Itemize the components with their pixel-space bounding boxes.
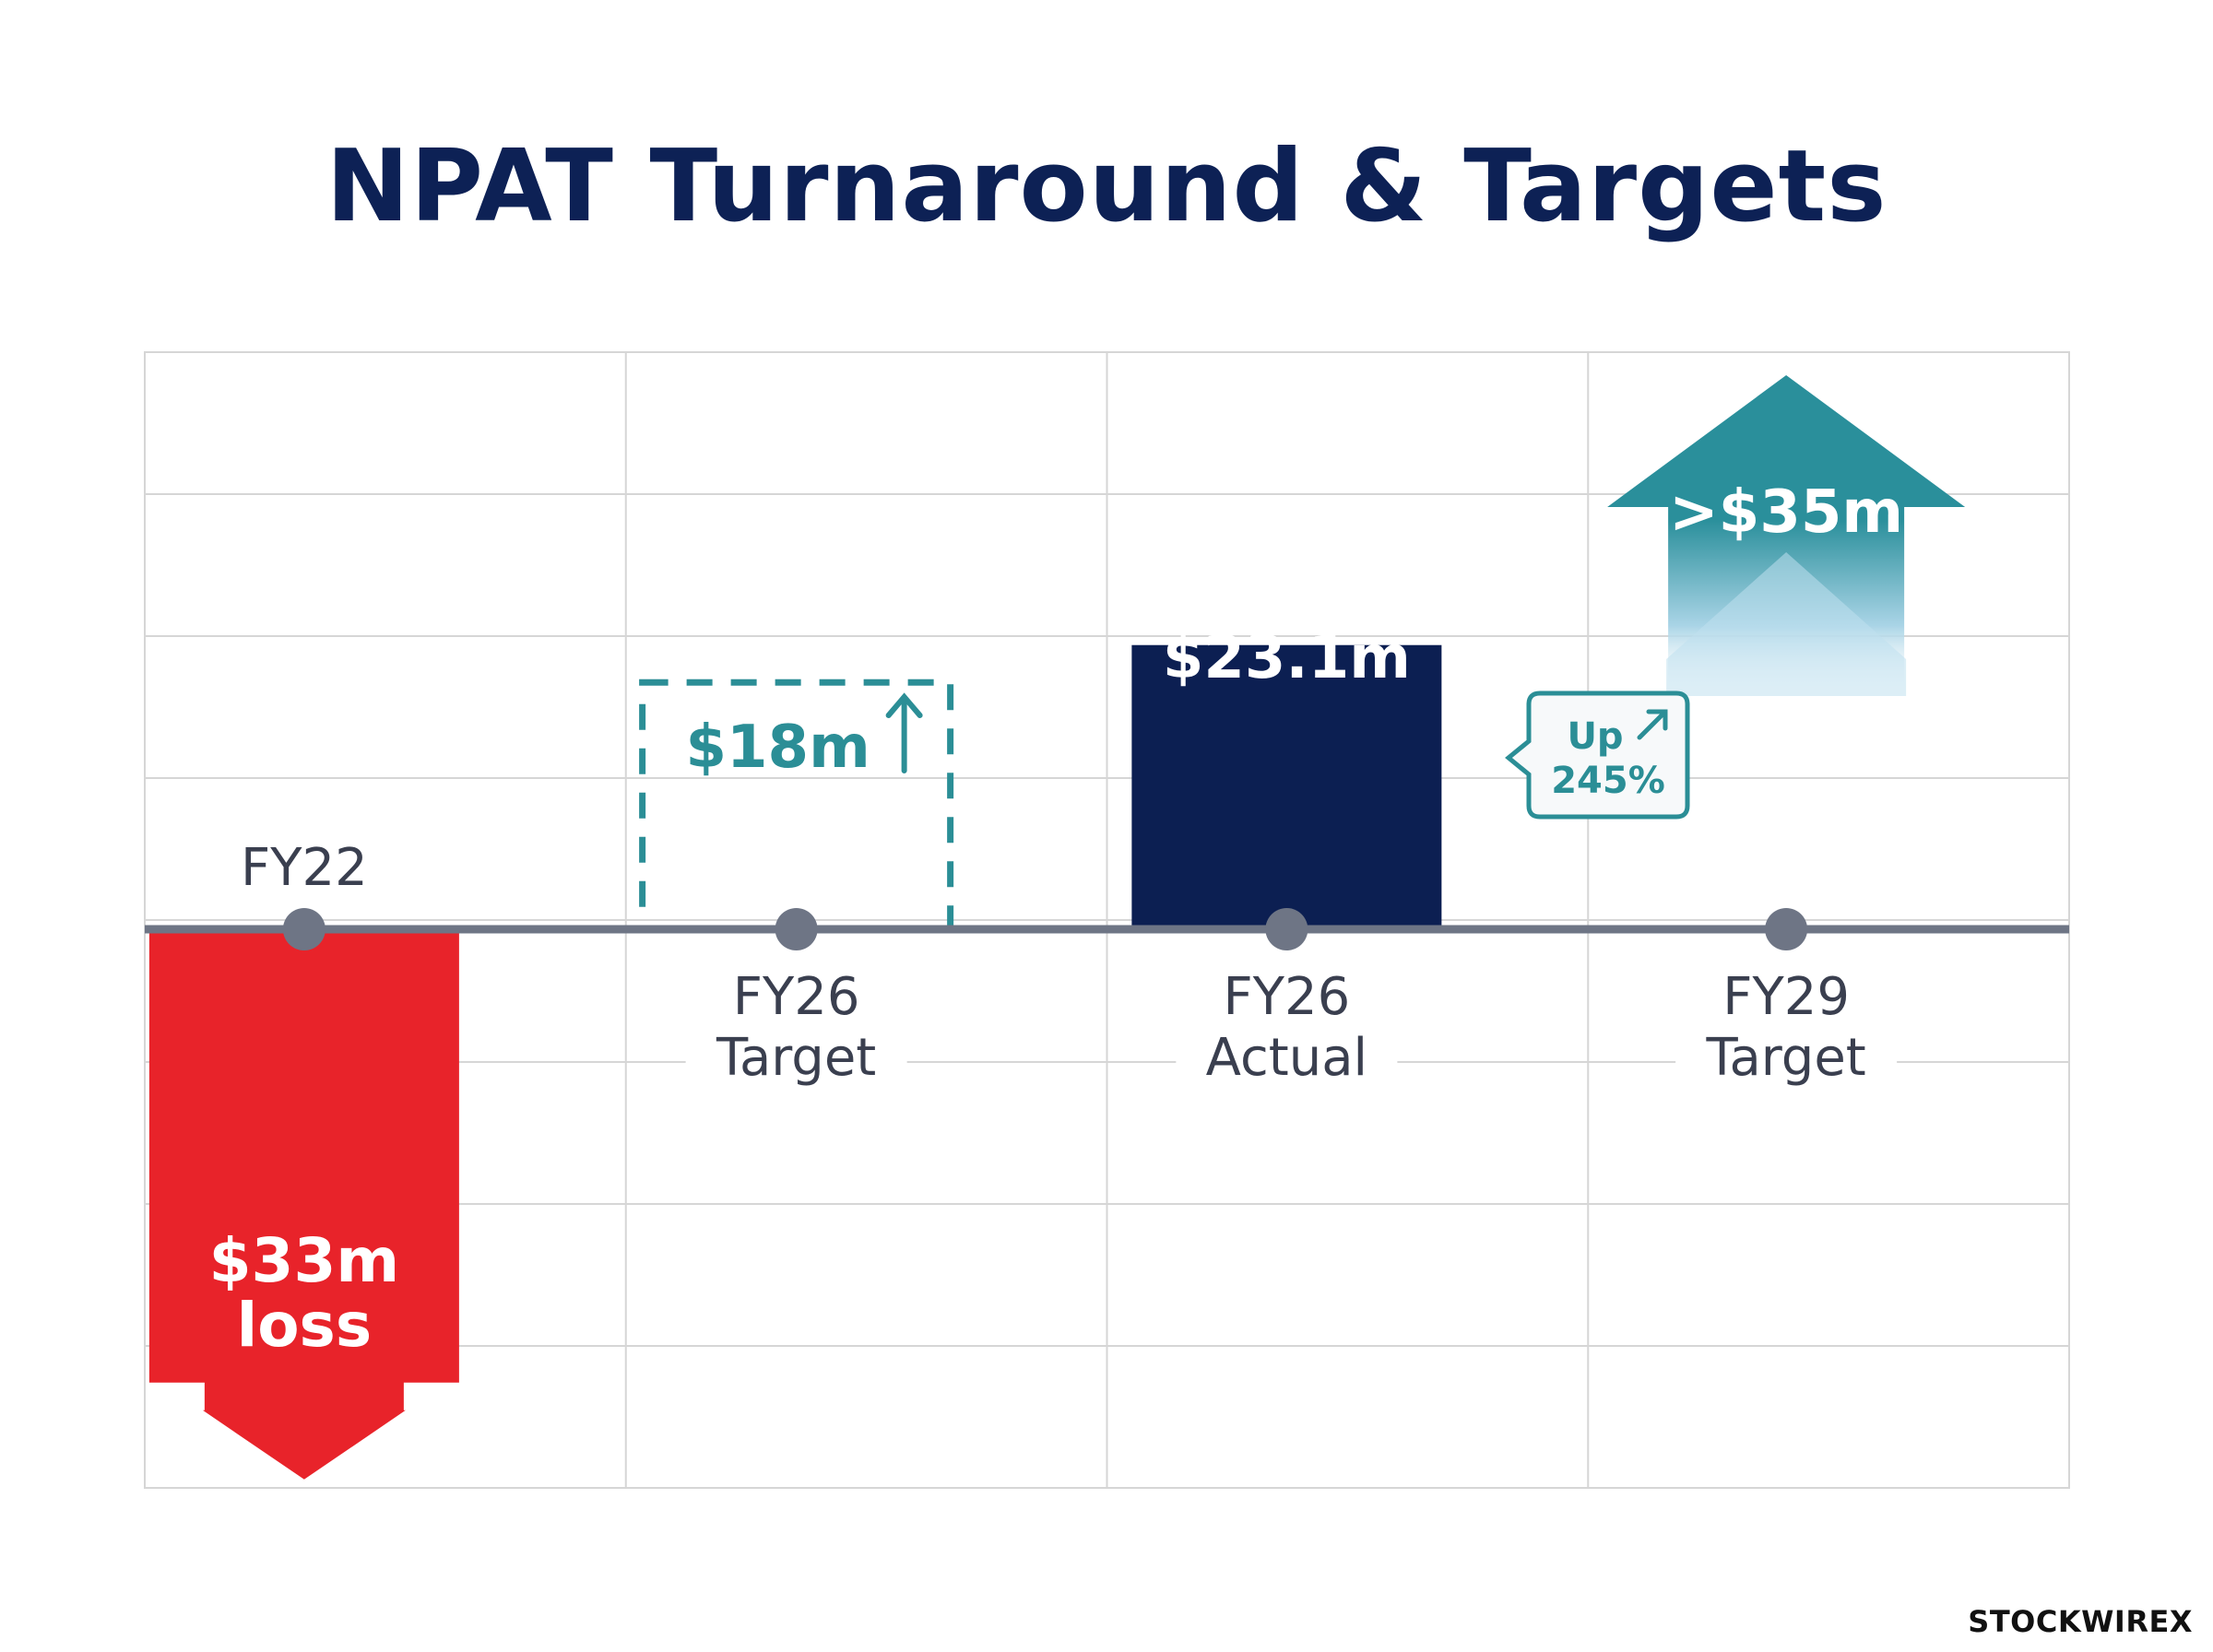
- value-label-line: >$35m: [1669, 478, 1903, 547]
- category-label-line: Actual: [1206, 1028, 1367, 1088]
- category-label: FY22: [241, 838, 368, 898]
- bar-fy22-loss: [148, 929, 459, 1480]
- axis-point: [282, 908, 325, 950]
- brand-name: STOCKWIRE: [1968, 1604, 2170, 1639]
- growth-callout-line: 245%: [1551, 760, 1665, 802]
- bar-fy26-actual: [1131, 644, 1442, 929]
- category-label-line: FY26: [1224, 967, 1351, 1027]
- category-label: FY26 Target: [716, 967, 876, 1088]
- axis-point: [1765, 908, 1808, 950]
- category-label: FY26 Actual: [1206, 967, 1367, 1088]
- bar-fy29-target-arrow: [1607, 375, 1966, 696]
- value-label: $33m loss: [209, 1225, 400, 1361]
- axis-point: [1265, 908, 1308, 950]
- value-label-line: $33m: [209, 1225, 400, 1296]
- category-label-bg: [685, 1056, 907, 1092]
- category-label: FY29 Target: [1706, 967, 1866, 1088]
- growth-callout: [1505, 690, 1690, 820]
- growth-callout-line: Up: [1567, 715, 1623, 758]
- category-label-line: Target: [716, 1028, 876, 1088]
- value-label-line: loss: [237, 1290, 373, 1361]
- category-label-bg: [1675, 1056, 1898, 1092]
- brand-logo: STOCKWIREX: [1968, 1604, 2193, 1639]
- value-label: $23.1m: [1163, 624, 1411, 692]
- category-label-line: FY22: [241, 838, 368, 898]
- category-label-line: FY26: [733, 967, 860, 1027]
- category-label-line: Target: [1706, 1028, 1866, 1088]
- trend-up-arrow-icon: [1637, 709, 1668, 740]
- arrow-inner-chevron: [1666, 552, 1907, 696]
- up-arrow-icon: [885, 692, 923, 773]
- category-label-line: FY29: [1722, 967, 1850, 1027]
- value-label: $18m: [685, 714, 870, 782]
- brand-mark: X: [2169, 1604, 2193, 1639]
- chart-title: NPAT Turnaround & Targets: [325, 129, 1888, 244]
- axis-point: [775, 908, 818, 950]
- growth-callout-text: Up 245%: [1551, 715, 1665, 802]
- value-label-line: $23.1m: [1163, 624, 1411, 692]
- value-label-line: $18m: [685, 714, 870, 782]
- category-label-bg: [1176, 1056, 1398, 1092]
- value-label: >$35m: [1669, 478, 1903, 547]
